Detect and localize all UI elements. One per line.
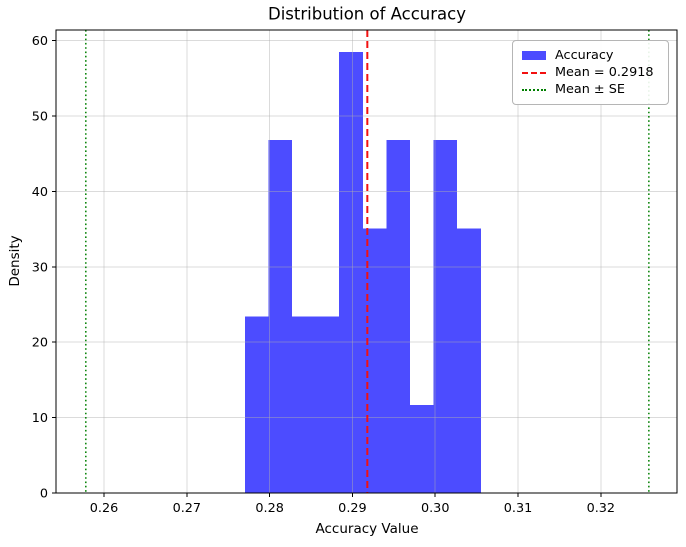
x-tick-label: 0.32 <box>587 501 616 516</box>
chart-title: Distribution of Accuracy <box>268 4 466 24</box>
histogram-bar <box>457 228 481 493</box>
histogram-bar <box>268 140 292 493</box>
legend-label-accuracy: Accuracy <box>555 48 614 63</box>
y-tick-label: 10 <box>32 411 48 426</box>
histogram-bar <box>409 404 434 493</box>
legend-item-se: Mean ± SE <box>522 81 659 98</box>
histogram-bar <box>244 316 269 493</box>
y-tick-label: 20 <box>32 336 48 351</box>
x-axis-title: Accuracy Value <box>315 521 419 537</box>
legend-box: Accuracy Mean = 0.2918 Mean ± SE <box>512 40 669 105</box>
y-tick-label: 50 <box>32 109 48 124</box>
y-tick-label: 0 <box>40 487 48 502</box>
x-tick-label: 0.26 <box>90 501 119 516</box>
y-axis-title: Density <box>7 235 23 287</box>
legend-item-mean: Mean = 0.2918 <box>522 64 659 81</box>
histogram-bar <box>291 316 316 493</box>
x-tick-label: 0.30 <box>421 501 450 516</box>
legend-patch-swatch <box>522 51 546 60</box>
x-tick-label: 0.31 <box>504 501 533 516</box>
y-tick-label: 60 <box>32 34 48 49</box>
histogram-bar <box>433 140 458 493</box>
y-tick-label: 40 <box>32 185 48 200</box>
legend-label-mean: Mean = 0.2918 <box>555 65 654 80</box>
histogram-bar <box>315 316 340 493</box>
histogram-bar <box>339 51 363 494</box>
y-tick-label: 30 <box>32 260 48 275</box>
histogram-bar <box>386 140 410 493</box>
legend-item-accuracy: Accuracy <box>522 47 659 64</box>
legend-dotted-line-swatch <box>522 88 546 91</box>
legend-dashed-line-swatch <box>522 71 546 74</box>
legend-label-se: Mean ± SE <box>555 82 625 97</box>
histogram-bar <box>362 228 387 493</box>
x-tick-label: 0.29 <box>338 501 367 516</box>
plot-border <box>55 29 678 494</box>
x-tick-label: 0.27 <box>173 501 202 516</box>
x-tick-label: 0.28 <box>255 501 284 516</box>
